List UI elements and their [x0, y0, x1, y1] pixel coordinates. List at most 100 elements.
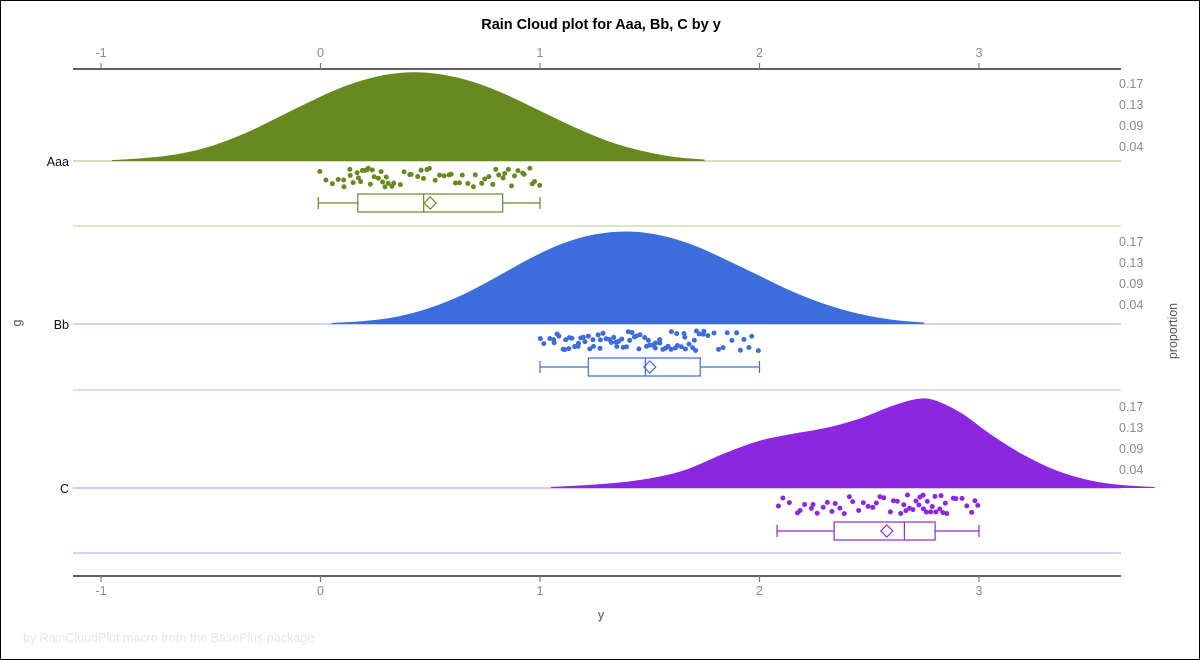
- data-point: [493, 166, 499, 172]
- data-point: [562, 347, 568, 353]
- group-panel-c: 0.17 0.13 0.09 0.04 C: [60, 398, 1155, 554]
- data-point: [614, 343, 620, 349]
- bottom-x-tick-label: 2: [756, 584, 763, 598]
- data-point: [810, 502, 816, 508]
- proportion-tick-label: 0.04: [1119, 140, 1143, 154]
- data-point: [355, 175, 361, 181]
- data-point: [415, 174, 421, 180]
- proportion-tick-label: 0.09: [1119, 277, 1143, 291]
- data-point: [354, 170, 360, 176]
- data-point: [924, 498, 930, 504]
- group-label-bb: Bb: [54, 318, 69, 332]
- data-point: [521, 171, 527, 177]
- data-point: [329, 181, 335, 187]
- data-point: [527, 165, 533, 171]
- data-point: [335, 176, 341, 182]
- data-point: [937, 506, 943, 512]
- data-point: [496, 172, 502, 178]
- data-point: [716, 346, 722, 352]
- data-point: [865, 503, 871, 509]
- data-point: [441, 173, 447, 179]
- data-point: [385, 180, 391, 186]
- data-point: [397, 182, 403, 188]
- y-axis-label: g: [10, 319, 24, 326]
- data-point: [850, 499, 856, 505]
- data-point: [920, 492, 926, 498]
- bottom-x-tick-label: 1: [537, 584, 544, 598]
- box-plot-aaa: [317, 193, 541, 213]
- data-point: [426, 165, 432, 171]
- data-point: [873, 500, 879, 506]
- proportion-tick-label: 0.13: [1119, 421, 1143, 435]
- proportion-tick-label: 0.13: [1119, 98, 1143, 112]
- data-point: [367, 181, 373, 187]
- data-point: [929, 504, 935, 510]
- data-point: [678, 344, 684, 350]
- data-point: [515, 168, 521, 174]
- data-point: [380, 179, 386, 185]
- box-plot-c: [776, 521, 980, 541]
- top-x-tick-label: 3: [976, 46, 983, 60]
- data-point: [903, 508, 909, 514]
- data-point: [933, 509, 939, 515]
- box-iqr: [833, 521, 936, 541]
- data-point: [532, 178, 538, 184]
- secondary-y-axis-label: proportion: [1166, 303, 1180, 359]
- footer-credit: by RainCloudPlot macro from the BasePlus…: [23, 631, 314, 645]
- density-cloud-bb: [331, 231, 925, 324]
- bottom-x-tick-label: 0: [317, 584, 324, 598]
- data-point: [877, 494, 883, 500]
- data-point: [645, 337, 651, 343]
- data-point: [856, 508, 862, 514]
- density-cloud-c: [550, 398, 1155, 488]
- data-point: [797, 507, 803, 513]
- data-point: [608, 340, 614, 346]
- data-point: [674, 343, 680, 349]
- data-point: [700, 331, 706, 337]
- data-point: [887, 509, 893, 515]
- data-point: [674, 331, 680, 337]
- data-points-bb: [537, 328, 761, 354]
- data-point: [870, 504, 876, 510]
- data-point: [401, 169, 407, 175]
- data-point: [456, 180, 462, 186]
- top-x-tick-label: 1: [537, 46, 544, 60]
- data-point: [619, 336, 625, 342]
- density-cloud-aaa: [111, 72, 705, 161]
- data-point: [490, 181, 496, 187]
- data-point: [901, 502, 907, 508]
- data-point: [737, 347, 743, 353]
- data-point: [323, 177, 329, 183]
- mean-diamond-marker: [423, 196, 438, 210]
- data-point: [746, 344, 752, 350]
- data-point: [820, 504, 826, 510]
- data-point: [472, 172, 478, 178]
- proportion-tick-label: 0.09: [1119, 442, 1143, 456]
- group-label-c: C: [60, 482, 69, 496]
- data-point: [837, 505, 843, 511]
- data-point: [923, 509, 929, 515]
- data-points-c: [775, 492, 981, 517]
- data-point: [711, 330, 717, 336]
- data-points-aaa: [317, 165, 543, 190]
- data-point: [459, 172, 465, 178]
- data-point: [642, 334, 648, 340]
- data-point: [693, 347, 699, 353]
- data-point: [597, 337, 603, 343]
- data-point: [547, 335, 553, 341]
- data-point: [600, 330, 606, 336]
- data-point: [452, 180, 458, 186]
- data-point: [509, 183, 515, 189]
- data-point: [590, 343, 596, 349]
- data-point: [932, 493, 938, 499]
- proportion-tick-label: 0.17: [1119, 77, 1143, 91]
- data-point: [724, 330, 730, 336]
- data-point: [537, 182, 543, 188]
- data-point: [734, 330, 740, 336]
- data-point: [729, 337, 735, 343]
- proportion-tick-label: 0.13: [1119, 256, 1143, 270]
- data-point: [375, 175, 381, 181]
- data-point: [537, 336, 543, 342]
- data-point: [780, 495, 786, 501]
